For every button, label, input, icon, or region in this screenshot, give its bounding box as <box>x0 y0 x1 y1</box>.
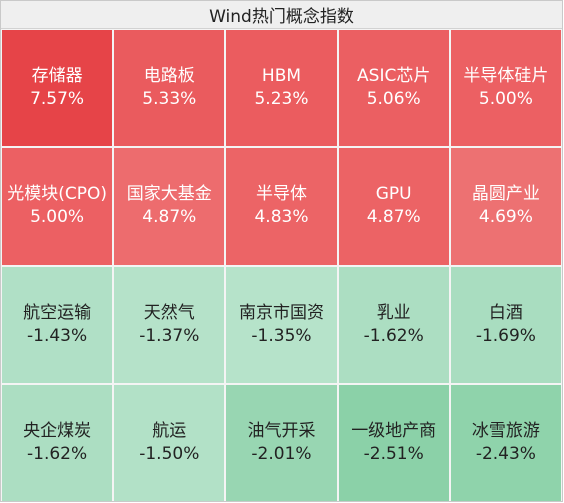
tile-name: 航运 <box>152 420 187 441</box>
tile-change: 5.23% <box>254 89 309 110</box>
tile-name: 油气开采 <box>247 420 316 441</box>
tile-change: -2.43% <box>475 443 536 464</box>
index-tile[interactable]: 电路板 5.33% <box>114 30 225 147</box>
tile-name: 乳业 <box>376 302 411 323</box>
index-tile[interactable]: 天然气 -1.37% <box>114 266 225 383</box>
tile-change: 7.57% <box>30 89 85 110</box>
tile-name: 冰雪旅游 <box>471 420 540 441</box>
index-tile[interactable]: 白酒 -1.69% <box>450 266 561 383</box>
tile-change: -2.51% <box>363 443 424 464</box>
tile-change: 5.00% <box>478 89 533 110</box>
tile-change: -1.50% <box>139 443 200 464</box>
tile-name: 央企煤炭 <box>23 420 92 441</box>
index-tile[interactable]: 乳业 -1.62% <box>338 266 449 383</box>
tile-change: 4.69% <box>478 207 533 228</box>
index-tile[interactable]: 国家大基金 4.87% <box>114 148 225 265</box>
index-tile[interactable]: HBM 5.23% <box>226 30 337 147</box>
tile-name: 存储器 <box>31 66 83 87</box>
tile-name: 天然气 <box>143 302 195 323</box>
panel-title: Wind热门概念指数 <box>1 1 562 29</box>
tile-change: 5.00% <box>30 207 85 228</box>
index-tile[interactable]: 南京市国资 -1.35% <box>226 266 337 383</box>
tile-name: 半导体 <box>255 184 307 205</box>
concept-index-grid: 存储器 7.57% 电路板 5.33% HBM 5.23% ASIC芯片 5.06% 半… <box>2 30 561 501</box>
tile-change: -1.35% <box>251 325 312 346</box>
tile-name: 一级地产商 <box>351 420 437 441</box>
tile-name: 光模块(CPO) <box>7 184 107 205</box>
tile-change: -1.37% <box>139 325 200 346</box>
tile-change: -1.62% <box>27 443 88 464</box>
tile-name: 航空运输 <box>23 302 92 323</box>
tile-change: 5.06% <box>366 89 421 110</box>
index-tile[interactable]: ASIC芯片 5.06% <box>338 30 449 147</box>
index-tile[interactable]: 存储器 7.57% <box>2 30 113 147</box>
index-tile[interactable]: 冰雪旅游 -2.43% <box>450 384 561 501</box>
index-tile[interactable]: 央企煤炭 -1.62% <box>2 384 113 501</box>
tile-name: 南京市国资 <box>238 302 324 323</box>
index-tile[interactable]: 光模块(CPO) 5.00% <box>2 148 113 265</box>
tile-name: GPU <box>375 184 412 205</box>
tile-change: 4.83% <box>254 207 309 228</box>
tile-name: 电路板 <box>143 66 195 87</box>
tile-name: 国家大基金 <box>126 184 212 205</box>
index-tile[interactable]: 油气开采 -2.01% <box>226 384 337 501</box>
tile-name: ASIC芯片 <box>357 66 431 87</box>
index-tile[interactable]: 一级地产商 -2.51% <box>338 384 449 501</box>
index-tile[interactable]: 半导体硅片 5.00% <box>450 30 561 147</box>
tile-change: -2.01% <box>251 443 312 464</box>
tile-name: 晶圆产业 <box>471 184 540 205</box>
index-tile[interactable]: 航运 -1.50% <box>114 384 225 501</box>
tile-change: 5.33% <box>142 89 197 110</box>
tile-name: 半导体硅片 <box>463 66 549 87</box>
index-tile[interactable]: 晶圆产业 4.69% <box>450 148 561 265</box>
tile-change: -1.62% <box>363 325 424 346</box>
tile-change: -1.43% <box>27 325 88 346</box>
tile-name: HBM <box>261 66 302 87</box>
index-tile[interactable]: 半导体 4.83% <box>226 148 337 265</box>
index-tile[interactable]: 航空运输 -1.43% <box>2 266 113 383</box>
index-tile[interactable]: GPU 4.87% <box>338 148 449 265</box>
tile-change: -1.69% <box>475 325 536 346</box>
tile-change: 4.87% <box>366 207 421 228</box>
tile-change: 4.87% <box>142 207 197 228</box>
tile-name: 白酒 <box>488 302 523 323</box>
